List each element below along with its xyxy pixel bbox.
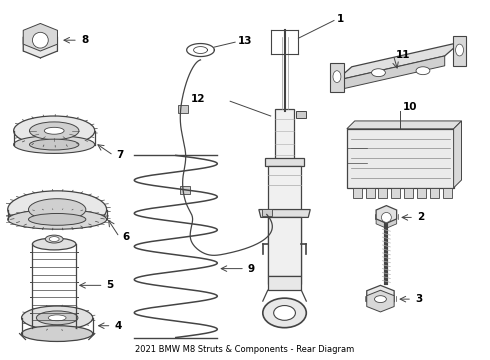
Ellipse shape <box>333 71 341 82</box>
Ellipse shape <box>28 213 86 225</box>
Bar <box>404 188 413 198</box>
Ellipse shape <box>371 69 386 77</box>
Text: 12: 12 <box>191 94 205 104</box>
Bar <box>265 158 304 166</box>
Polygon shape <box>376 206 396 223</box>
Bar <box>347 129 454 188</box>
Text: 2021 BMW M8 Struts & Components - Rear Diagram: 2021 BMW M8 Struts & Components - Rear D… <box>135 345 355 354</box>
Text: 3: 3 <box>415 294 422 304</box>
Ellipse shape <box>416 67 430 75</box>
Ellipse shape <box>374 296 387 302</box>
Text: 2: 2 <box>417 212 424 222</box>
Text: 1: 1 <box>337 14 344 23</box>
Polygon shape <box>23 30 57 58</box>
Ellipse shape <box>22 326 93 342</box>
Ellipse shape <box>29 122 79 140</box>
Bar <box>268 217 301 276</box>
Ellipse shape <box>22 306 93 330</box>
Bar <box>430 188 439 198</box>
Polygon shape <box>336 42 461 81</box>
Ellipse shape <box>45 235 63 243</box>
Text: 4: 4 <box>115 321 122 331</box>
Ellipse shape <box>32 323 76 333</box>
Bar <box>353 188 362 198</box>
Polygon shape <box>347 121 462 129</box>
Text: 13: 13 <box>238 36 252 46</box>
Ellipse shape <box>49 237 59 242</box>
Bar <box>366 188 374 198</box>
Bar <box>330 63 344 93</box>
Bar <box>296 111 306 118</box>
Ellipse shape <box>48 315 66 321</box>
Bar <box>268 276 301 290</box>
Polygon shape <box>23 23 57 51</box>
Bar <box>443 188 452 198</box>
Polygon shape <box>367 285 394 307</box>
Polygon shape <box>259 210 310 217</box>
Text: 6: 6 <box>122 232 130 242</box>
Text: 8: 8 <box>81 35 88 45</box>
Polygon shape <box>367 290 394 312</box>
Text: 7: 7 <box>117 150 124 161</box>
Ellipse shape <box>456 44 464 56</box>
Text: 11: 11 <box>396 50 411 60</box>
Text: 5: 5 <box>107 280 114 291</box>
Bar <box>453 36 466 66</box>
Polygon shape <box>454 121 462 188</box>
Ellipse shape <box>36 311 78 325</box>
Polygon shape <box>336 56 445 90</box>
Polygon shape <box>376 211 396 228</box>
Bar <box>268 166 301 284</box>
Ellipse shape <box>29 139 79 150</box>
Ellipse shape <box>28 199 86 220</box>
Bar <box>262 208 271 216</box>
Ellipse shape <box>32 238 76 250</box>
Circle shape <box>32 32 48 48</box>
Circle shape <box>381 212 392 222</box>
Ellipse shape <box>14 116 95 145</box>
Text: 10: 10 <box>403 102 417 112</box>
Bar <box>275 109 294 163</box>
Bar <box>392 188 400 198</box>
Text: 9: 9 <box>248 264 255 274</box>
Ellipse shape <box>8 191 107 228</box>
Bar <box>178 105 188 113</box>
Bar <box>378 188 388 198</box>
Ellipse shape <box>274 306 295 320</box>
Ellipse shape <box>263 298 306 328</box>
Ellipse shape <box>44 127 64 134</box>
Ellipse shape <box>8 210 107 229</box>
Bar <box>417 188 426 198</box>
Bar <box>180 186 190 194</box>
Ellipse shape <box>14 136 95 153</box>
